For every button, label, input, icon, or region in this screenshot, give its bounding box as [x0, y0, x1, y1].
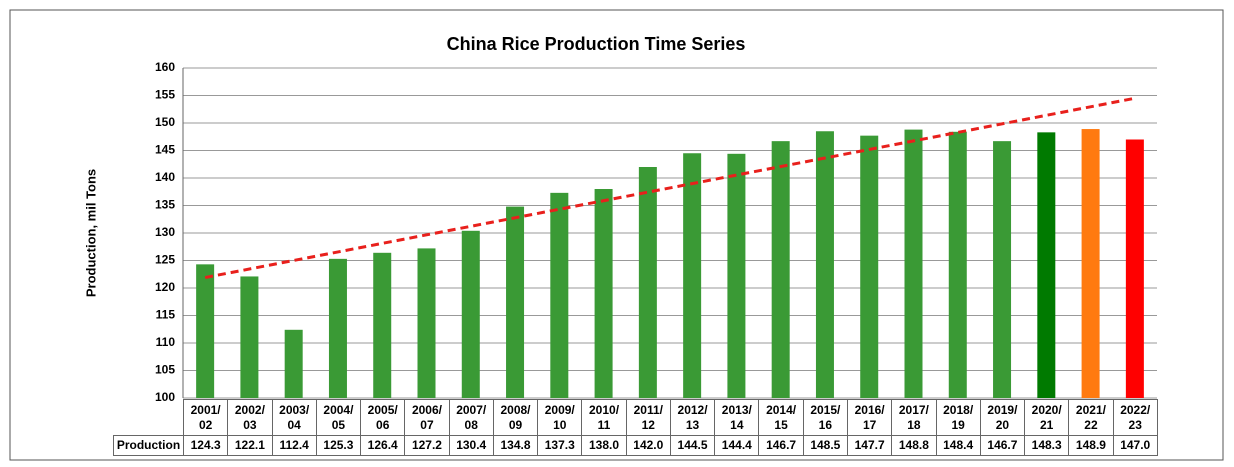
y-tick-label: 105	[155, 363, 175, 377]
value-label: 144.4	[714, 435, 760, 456]
x-tick-label: 2018/ 19	[935, 399, 981, 436]
y-tick-label: 155	[155, 88, 175, 102]
x-tick-label: 2005/ 06	[360, 399, 406, 436]
y-tick-label: 130	[155, 225, 175, 239]
value-label: 126.4	[360, 435, 406, 456]
y-tick-label: 125	[155, 253, 175, 267]
y-axis-label: Production, mil Tons	[83, 169, 98, 297]
value-row: Production 124.3 122.1 112.4 125.3 126.4 127.2…	[113, 435, 1158, 456]
bar	[904, 129, 923, 398]
value-label: 148.9	[1068, 435, 1114, 456]
bar	[948, 131, 967, 399]
bar	[594, 189, 613, 398]
bar	[461, 230, 480, 398]
x-tick-label: 2021/ 22	[1068, 399, 1114, 436]
value-label: 148.3	[1024, 435, 1070, 456]
x-tick-label: 2017/ 18	[891, 399, 937, 436]
value-label: 147.7	[846, 435, 893, 456]
x-tick-label: 2007/ 08	[448, 399, 494, 436]
value-label: 144.5	[669, 435, 716, 456]
x-tick-label: 2006/ 07	[404, 399, 450, 436]
x-tick-label: 2004/ 05	[315, 399, 362, 436]
x-tick-label: 2012/ 13	[669, 399, 716, 436]
bar	[727, 153, 746, 398]
value-label: 127.2	[404, 435, 450, 456]
value-label: 147.0	[1112, 435, 1158, 456]
x-tick-label: 2019/ 20	[979, 399, 1026, 436]
bar	[328, 258, 347, 398]
category-row: 2001/ 02 2002/ 03 2003/ 04 2004/ 05 2005/ 06…	[114, 399, 1158, 436]
trend-line	[204, 96, 1136, 280]
value-label: 148.8	[891, 435, 937, 456]
x-tick-label: 2002/ 03	[227, 399, 273, 436]
value-label: 138.0	[581, 435, 627, 456]
value-label: 148.4	[935, 435, 981, 456]
bar	[284, 329, 303, 398]
bar	[506, 206, 525, 398]
y-tick-label: 110	[156, 335, 176, 349]
value-label: 124.3	[182, 435, 229, 456]
chart-title: China Rice Production Time Series	[447, 34, 746, 54]
y-tick-label: 135	[155, 198, 175, 212]
bar	[373, 252, 392, 398]
y-tick-label: 150	[155, 115, 175, 129]
value-label: 122.1	[227, 435, 273, 456]
x-tick-label: 2014/ 15	[758, 399, 804, 436]
x-tick-label: 2015/ 16	[802, 399, 848, 436]
bar	[550, 192, 569, 398]
x-tick-label: 2013/ 14	[714, 399, 760, 436]
bar	[196, 264, 215, 398]
y-tick-label: 145	[155, 143, 175, 157]
value-label: 146.7	[758, 435, 804, 456]
bar	[1037, 132, 1056, 398]
value-label: 134.8	[492, 435, 539, 456]
x-tick-label: 2003/ 04	[271, 399, 317, 436]
bar	[1081, 129, 1100, 399]
value-label: 148.5	[802, 435, 848, 456]
bar	[638, 167, 657, 398]
y-tick-label: 160	[155, 60, 175, 74]
frame	[9, 9, 1224, 461]
bar	[771, 141, 790, 398]
value-label: 125.3	[315, 435, 362, 456]
x-tick-label: 2009/ 10	[537, 399, 583, 436]
bar	[1125, 139, 1144, 398]
row-header: Production	[113, 435, 184, 456]
y-tick-label: 115	[156, 308, 176, 322]
value-label: 146.7	[979, 435, 1026, 456]
x-tick-label: 2008/ 09	[492, 399, 539, 436]
x-tick-label: 2016/ 17	[846, 399, 893, 436]
value-label: 137.3	[537, 435, 583, 456]
value-label: 112.4	[271, 435, 317, 456]
x-tick-label: 2001/ 02	[182, 399, 229, 436]
x-tick-label: 2010/ 11	[581, 399, 627, 436]
bar	[815, 131, 834, 398]
y-tick-label: 140	[155, 170, 175, 184]
x-tick-label: 2011/ 12	[625, 399, 671, 436]
x-tick-label: 2020/ 21	[1024, 399, 1070, 436]
y-tick-label: 120	[155, 280, 175, 294]
bar	[240, 276, 259, 398]
blank-cell	[114, 400, 184, 436]
y-tick-label: 100	[155, 390, 175, 404]
data-table: 2001/ 02 2002/ 03 2003/ 04 2004/ 05 2005/ 06…	[113, 399, 1158, 456]
bar	[683, 153, 702, 398]
bar	[417, 248, 436, 398]
value-label: 130.4	[448, 435, 494, 456]
x-tick-label: 2022/ 23	[1112, 399, 1158, 436]
value-label: 142.0	[625, 435, 671, 456]
bar	[993, 141, 1012, 398]
bar	[860, 135, 879, 398]
